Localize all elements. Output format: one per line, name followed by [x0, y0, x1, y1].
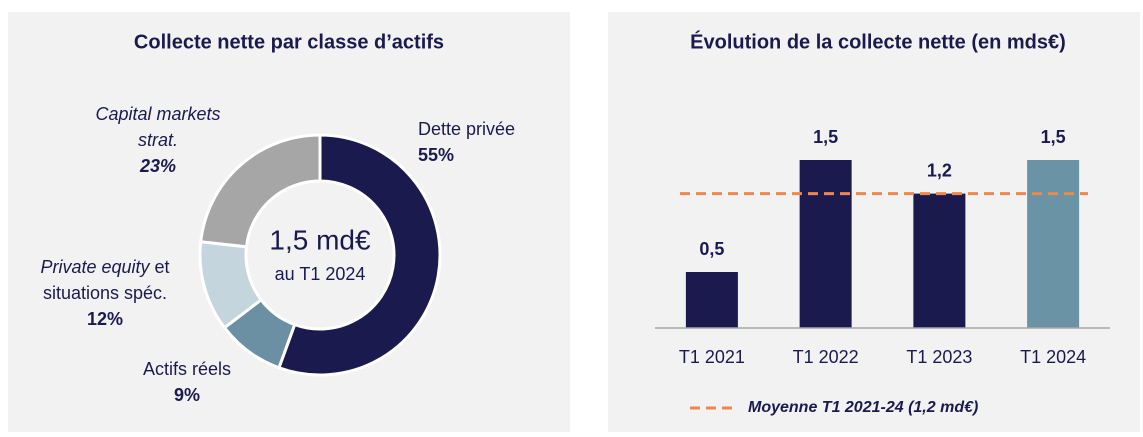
center-value: 1,5 md€ — [269, 224, 371, 255]
label-part: Dette privée — [418, 119, 515, 139]
segment-label: Capital markets — [95, 104, 220, 124]
x-tick-label: T1 2021 — [679, 347, 745, 367]
segment-label: situations spéc. — [43, 283, 167, 303]
label-part: Actifs réels — [143, 359, 231, 379]
segment-label: Private equity et — [40, 257, 169, 277]
segment-label: Actifs réels — [143, 359, 231, 379]
segment-value: 9% — [174, 385, 200, 405]
donut-segment — [199, 133, 322, 249]
x-tick-label: T1 2022 — [793, 347, 859, 367]
label-part: et — [150, 257, 170, 277]
segment-value: 23% — [139, 156, 176, 176]
segment-label: strat. — [138, 130, 178, 150]
segment-value: 55% — [418, 145, 454, 165]
label-part: Capital markets — [95, 104, 220, 124]
label-part: situations spéc. — [43, 283, 167, 303]
bar — [685, 272, 738, 328]
label-part: Private equity — [40, 257, 150, 277]
donut-segment — [277, 133, 442, 377]
bar — [1027, 160, 1080, 328]
label-part: strat. — [138, 130, 178, 150]
bar-value-label: 1,5 — [1041, 127, 1066, 147]
center-caption: au T1 2024 — [275, 264, 366, 284]
x-tick-label: T1 2024 — [1020, 347, 1086, 367]
bar-value-label: 0,5 — [699, 239, 724, 259]
donut-title: Collecte nette par classe d’actifs — [134, 31, 444, 53]
bar-title: Évolution de la collecte nette (en mds€) — [690, 30, 1066, 53]
segment-value: 12% — [87, 309, 123, 329]
bar-value-label: 1,5 — [813, 127, 838, 147]
bar — [913, 193, 966, 328]
bar-value-label: 1,2 — [927, 160, 952, 180]
bar — [799, 160, 852, 328]
x-tick-label: T1 2023 — [906, 347, 972, 367]
segment-label: Dette privée — [418, 119, 515, 139]
legend-label: Moyenne T1 2021-24 (1,2 md€) — [748, 399, 978, 416]
